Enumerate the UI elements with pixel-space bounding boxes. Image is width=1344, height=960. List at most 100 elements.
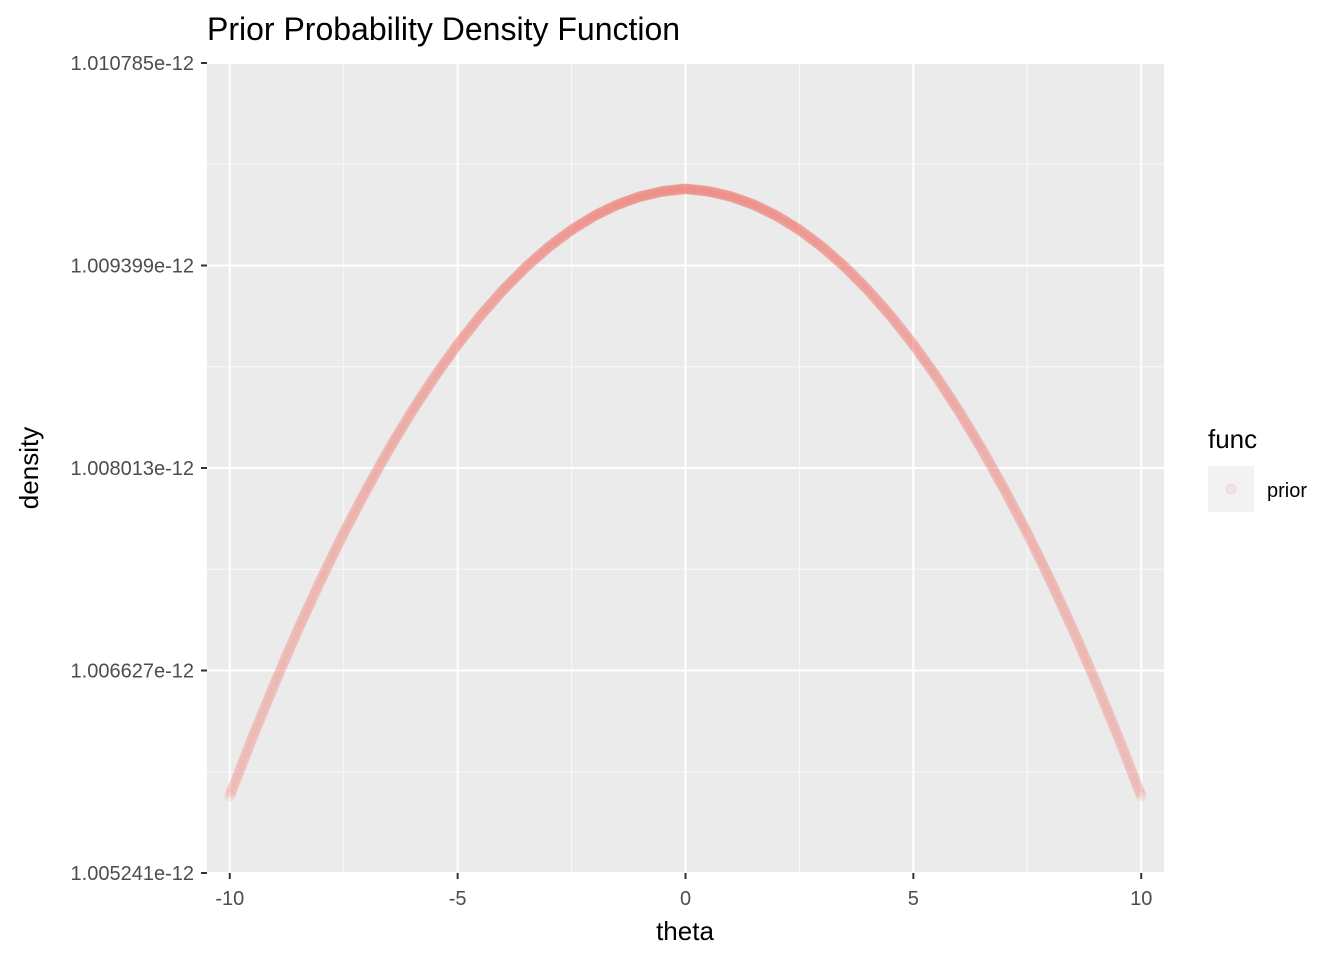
data-point	[729, 192, 741, 204]
data-point	[369, 469, 381, 481]
data-point	[1069, 628, 1081, 640]
data-point	[652, 186, 664, 198]
data-point	[361, 484, 372, 496]
data-point	[415, 391, 427, 403]
data-point	[1062, 613, 1074, 625]
data-point	[397, 420, 409, 432]
data-point	[239, 750, 251, 762]
data-point	[1071, 632, 1082, 644]
data-point	[279, 653, 291, 665]
data-point	[471, 314, 483, 326]
data-point	[379, 451, 391, 463]
data-point	[901, 330, 913, 342]
data-point	[309, 588, 321, 600]
data-point	[401, 414, 413, 426]
data-point	[1080, 653, 1092, 665]
data-point	[931, 372, 943, 384]
data-point	[649, 187, 661, 199]
data-point	[1019, 522, 1031, 534]
data-point	[249, 725, 261, 737]
data-point	[380, 449, 392, 461]
data-point	[831, 254, 843, 266]
data-point	[687, 184, 699, 196]
data-point	[993, 474, 1005, 486]
data-point	[803, 231, 815, 243]
data-point	[619, 196, 631, 208]
data-point	[854, 277, 866, 289]
data-point	[922, 359, 934, 371]
data-point	[841, 263, 853, 275]
data-point	[494, 287, 506, 299]
data-point	[862, 284, 874, 296]
data-point	[402, 411, 414, 423]
data-point	[319, 566, 331, 578]
data-points	[224, 183, 1147, 802]
data-point	[422, 382, 434, 394]
data-point	[745, 198, 757, 210]
data-point	[986, 461, 998, 473]
data-point	[945, 393, 957, 405]
data-point	[394, 425, 406, 437]
data-point	[1091, 678, 1103, 690]
data-point	[444, 349, 456, 361]
data-point	[335, 533, 347, 545]
data-point	[974, 440, 986, 452]
data-point	[499, 282, 511, 294]
data-point	[263, 691, 275, 703]
data-point	[357, 491, 369, 503]
data-point	[955, 408, 967, 420]
data-point	[902, 332, 914, 344]
data-point	[968, 429, 980, 441]
data-point	[416, 390, 428, 402]
data-point	[1074, 640, 1086, 652]
data-point	[284, 642, 296, 654]
data-point	[847, 269, 859, 281]
data-point	[700, 185, 712, 197]
data-point	[1108, 720, 1120, 732]
data-point	[932, 373, 944, 385]
data-point	[1121, 752, 1133, 764]
data-point	[1079, 651, 1091, 663]
data-point	[674, 183, 686, 195]
data-point	[629, 192, 641, 204]
data-point	[880, 305, 892, 317]
data-point	[904, 334, 916, 346]
data-point	[1088, 672, 1100, 684]
data-point	[856, 278, 868, 290]
data-point	[927, 367, 939, 379]
data-point	[780, 215, 792, 227]
data-point	[906, 337, 918, 349]
legend-label-prior: prior	[1267, 480, 1307, 502]
data-point	[1101, 703, 1113, 715]
data-point	[813, 239, 825, 251]
data-point	[888, 314, 900, 326]
data-point	[659, 185, 671, 197]
data-point	[309, 586, 321, 598]
data-point	[819, 243, 831, 255]
data-point	[772, 210, 784, 222]
data-point	[339, 525, 351, 537]
data-point	[730, 192, 742, 204]
data-point	[820, 244, 832, 256]
data-point	[953, 405, 965, 417]
data-point	[859, 281, 871, 293]
data-point	[1033, 551, 1045, 563]
data-point	[453, 337, 465, 349]
data-point	[916, 350, 928, 362]
data-point	[289, 630, 301, 642]
data-point	[251, 720, 263, 732]
data-point	[935, 377, 947, 389]
data-point	[584, 213, 596, 225]
data-point	[982, 454, 994, 466]
data-point	[453, 336, 465, 348]
data-point	[735, 194, 747, 206]
data-point	[289, 632, 300, 644]
data-point	[518, 263, 530, 275]
data-point	[325, 553, 337, 565]
data-point	[800, 229, 812, 241]
data-point	[741, 196, 753, 208]
data-point	[256, 709, 268, 721]
data-point	[781, 216, 793, 228]
data-point	[669, 184, 681, 196]
